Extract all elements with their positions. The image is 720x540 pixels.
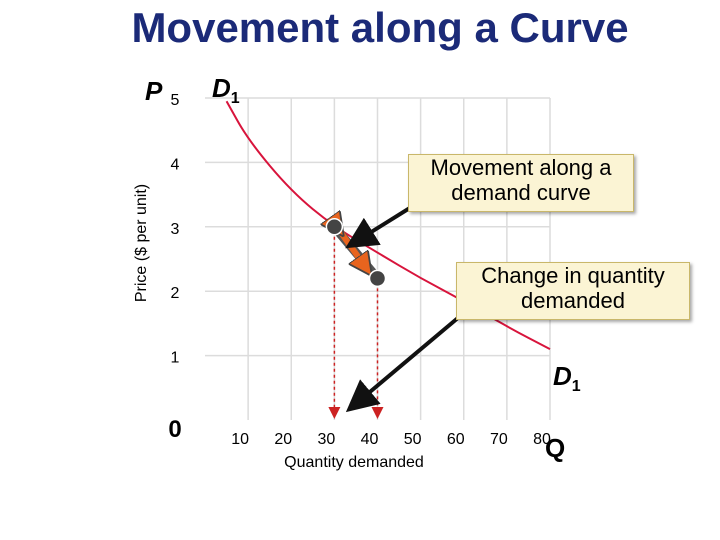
callout-change: Change in quantity demanded	[456, 262, 690, 320]
axis-labels: Quantity demanded Price ($ per unit) P Q D1 D…	[133, 73, 581, 471]
movement-arrow	[340, 232, 368, 272]
y-axis-symbol: P	[145, 76, 163, 106]
x-tick-label: 10	[231, 431, 249, 448]
x-tick-label: 60	[447, 431, 465, 448]
x-axis-label: Quantity demanded	[284, 454, 424, 471]
callout-pointers	[345, 204, 467, 413]
pointer-arrow-change	[345, 310, 467, 413]
pointer-arrow-movement	[345, 204, 415, 249]
y-tick-label: 1	[171, 350, 180, 367]
demand-curve-layer	[225, 100, 551, 351]
chart-grid	[205, 97, 551, 420]
y-tick-label: 0	[168, 416, 181, 443]
x-tick-label: 30	[317, 431, 335, 448]
y-tick-label: 2	[171, 285, 180, 302]
y-tick-label: 5	[171, 92, 180, 109]
series-label-end: D1	[553, 361, 581, 395]
x-tick-label: 70	[490, 431, 508, 448]
x-tick-label: 80	[533, 431, 551, 448]
x-tick-label: 40	[361, 431, 379, 448]
y-tick-label: 3	[171, 221, 180, 238]
y-tick-label: 4	[171, 156, 180, 173]
callout-movement: Movement along a demand curve	[408, 154, 634, 212]
demand-curve-line	[225, 100, 551, 351]
highlight-marks	[325, 218, 387, 288]
x-tick-label: 50	[404, 431, 422, 448]
x-axis-symbol: Q	[545, 433, 565, 463]
x-tick-label: 20	[274, 431, 292, 448]
slide-title: Movement along a Curve	[131, 4, 629, 51]
series-label-top: D1	[212, 73, 240, 107]
y-axis-label: Price ($ per unit)	[133, 184, 150, 302]
axis-ticks: 0 1 2 3 4 5 10 20 30 40 50 60 70 80	[168, 92, 551, 448]
highlight-point	[325, 218, 344, 236]
highlight-point	[368, 269, 387, 288]
